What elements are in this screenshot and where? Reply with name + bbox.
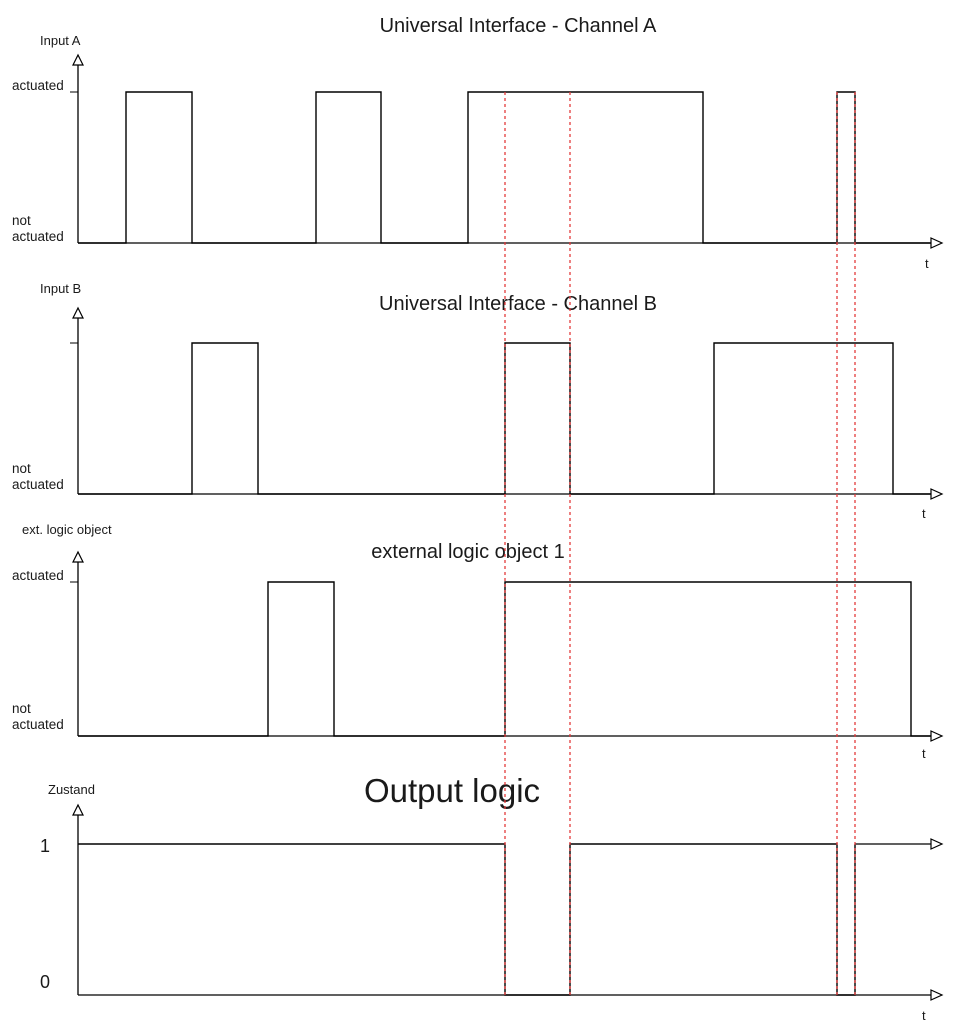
time-axis-arrow-icon [930, 237, 944, 249]
time-axis-arrow-icon [930, 488, 944, 500]
panel-title: external logic object 1 [371, 541, 564, 563]
y-axis-arrow-icon [72, 803, 84, 816]
level-low-line-2: actuated [12, 229, 64, 244]
level-low-line-1: not [12, 701, 31, 716]
time-axis-arrow-icon [930, 989, 944, 1001]
high-level-arrow-icon [930, 838, 944, 850]
level-low-line-2: actuated [12, 477, 64, 492]
signal-waveform-ext-logic [78, 581, 931, 737]
panel-title: Universal Interface - Channel A [380, 15, 657, 37]
signal-waveform-output [78, 843, 856, 996]
level-low-label: 0 [40, 972, 50, 992]
level-low-label: not actuated [12, 213, 64, 244]
level-high-label: actuated [12, 568, 64, 583]
time-axis-label: t [925, 256, 929, 271]
level-low-label: not actuated [12, 701, 64, 732]
level-high-label: 1 [40, 836, 50, 856]
level-low-line-1: not [12, 461, 31, 476]
y-axis-label: Input B [40, 281, 81, 296]
level-low-line-2: actuated [12, 717, 64, 732]
y-axis-arrow-icon [72, 550, 84, 563]
time-axis-label: t [922, 746, 926, 761]
level-low-label: not actuated [12, 461, 64, 492]
y-axis-arrow-icon [72, 306, 84, 319]
y-axis-label: Zustand [48, 782, 95, 797]
y-axis-label: Input A [40, 33, 81, 48]
time-axis-label: t [922, 1008, 926, 1023]
y-axis-label: ext. logic object [22, 522, 112, 537]
panel-input-b: Universal Interface - Channel B Input B … [12, 281, 944, 521]
time-markers [504, 92, 856, 995]
time-axis-arrow-icon [930, 730, 944, 742]
panel-input-a: Universal Interface - Channel A Input A … [12, 15, 944, 271]
panel-title: Universal Interface - Channel B [379, 293, 657, 315]
signal-waveform-input-b [78, 342, 931, 495]
panel-title: Output logic [364, 772, 540, 809]
signal-waveform-input-a [78, 91, 931, 244]
time-axis-label: t [922, 506, 926, 521]
panel-ext-logic: external logic object 1 ext. logic objec… [12, 522, 944, 761]
level-low-line-1: not [12, 213, 31, 228]
panel-output: Output logic Zustand t 1 0 [40, 772, 944, 1023]
level-high-label: actuated [12, 78, 64, 93]
y-axis-arrow-icon [72, 53, 84, 66]
